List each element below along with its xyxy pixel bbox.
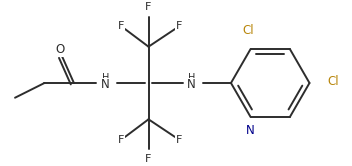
Text: Cl: Cl <box>327 75 339 87</box>
Text: F: F <box>118 21 124 31</box>
Text: F: F <box>118 135 124 145</box>
Text: H: H <box>102 73 109 83</box>
Text: F: F <box>176 21 182 31</box>
Text: N: N <box>187 79 196 91</box>
Text: F: F <box>176 135 182 145</box>
Text: F: F <box>145 154 152 164</box>
Text: Cl: Cl <box>243 24 254 37</box>
Text: O: O <box>56 43 65 56</box>
Text: F: F <box>145 2 152 12</box>
Text: N: N <box>246 124 255 137</box>
Text: H: H <box>188 73 195 83</box>
Text: N: N <box>101 79 110 91</box>
